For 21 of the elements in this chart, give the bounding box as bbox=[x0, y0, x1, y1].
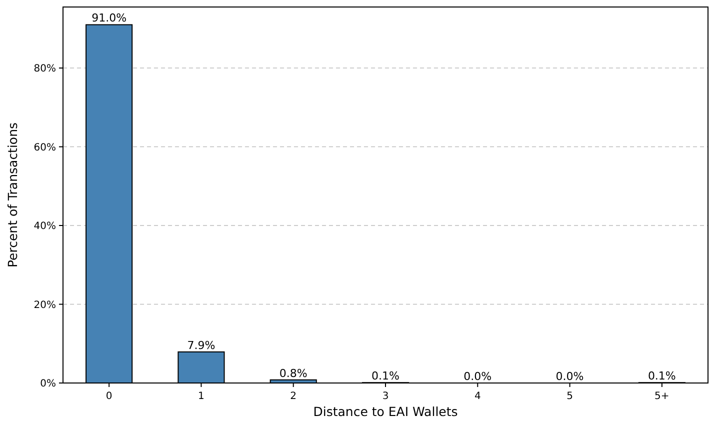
y-tick-label: 80% bbox=[34, 64, 56, 75]
y-tick-label: 20% bbox=[34, 300, 56, 311]
data-label: 7.9% bbox=[187, 338, 216, 352]
data-label: 91.0% bbox=[92, 12, 127, 25]
y-tick-label: 0% bbox=[40, 378, 56, 390]
x-axis-title: Distance to EAI Wallets bbox=[313, 404, 458, 419]
x-tick-label: 3 bbox=[382, 391, 389, 402]
y-tick-label: 40% bbox=[34, 221, 56, 232]
y-axis-title: Percent of Transactions bbox=[5, 122, 20, 268]
x-tick-label: 4 bbox=[474, 391, 481, 402]
y-tick-label: 60% bbox=[34, 142, 56, 154]
x-tick-label: 5+ bbox=[654, 391, 670, 402]
x-tick-label: 2 bbox=[290, 391, 297, 402]
data-label: 0.1% bbox=[648, 370, 676, 383]
data-label: 0.0% bbox=[464, 370, 492, 383]
data-label: 0.8% bbox=[279, 366, 308, 380]
data-label: 0.1% bbox=[372, 370, 400, 383]
data-label: 0.0% bbox=[556, 370, 584, 383]
x-tick-label: 5 bbox=[566, 391, 573, 402]
x-tick-label: 1 bbox=[198, 391, 204, 402]
x-tick-label: 0 bbox=[106, 391, 112, 402]
